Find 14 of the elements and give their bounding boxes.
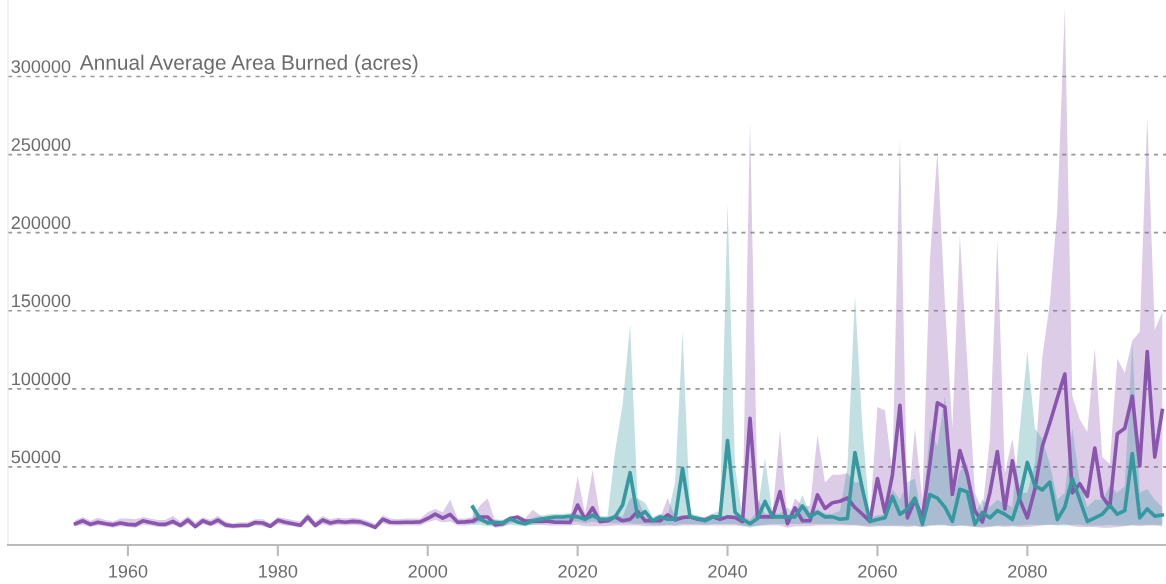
x-tick-label: 2040 [708, 564, 747, 578]
x-tick-label: 2080 [1008, 564, 1047, 578]
y-tick-label: 100000 [12, 372, 71, 386]
x-tick-label: 2060 [858, 564, 897, 578]
y-tick-label: 200000 [11, 216, 71, 230]
x-tick-label: 1960 [109, 564, 148, 578]
x-tick-label: 2020 [558, 564, 598, 578]
x-tick-label: 1980 [259, 564, 298, 578]
y-tick-label: 50000 [11, 450, 61, 464]
y-tick-label: 150000 [12, 294, 71, 308]
text: Annual Average Area Burned (acres) [79, 54, 418, 75]
y-tick-label: 250000 [11, 138, 71, 152]
y-tick-label: 300000 [11, 60, 71, 73]
x-tick-label: 2000 [408, 564, 448, 578]
